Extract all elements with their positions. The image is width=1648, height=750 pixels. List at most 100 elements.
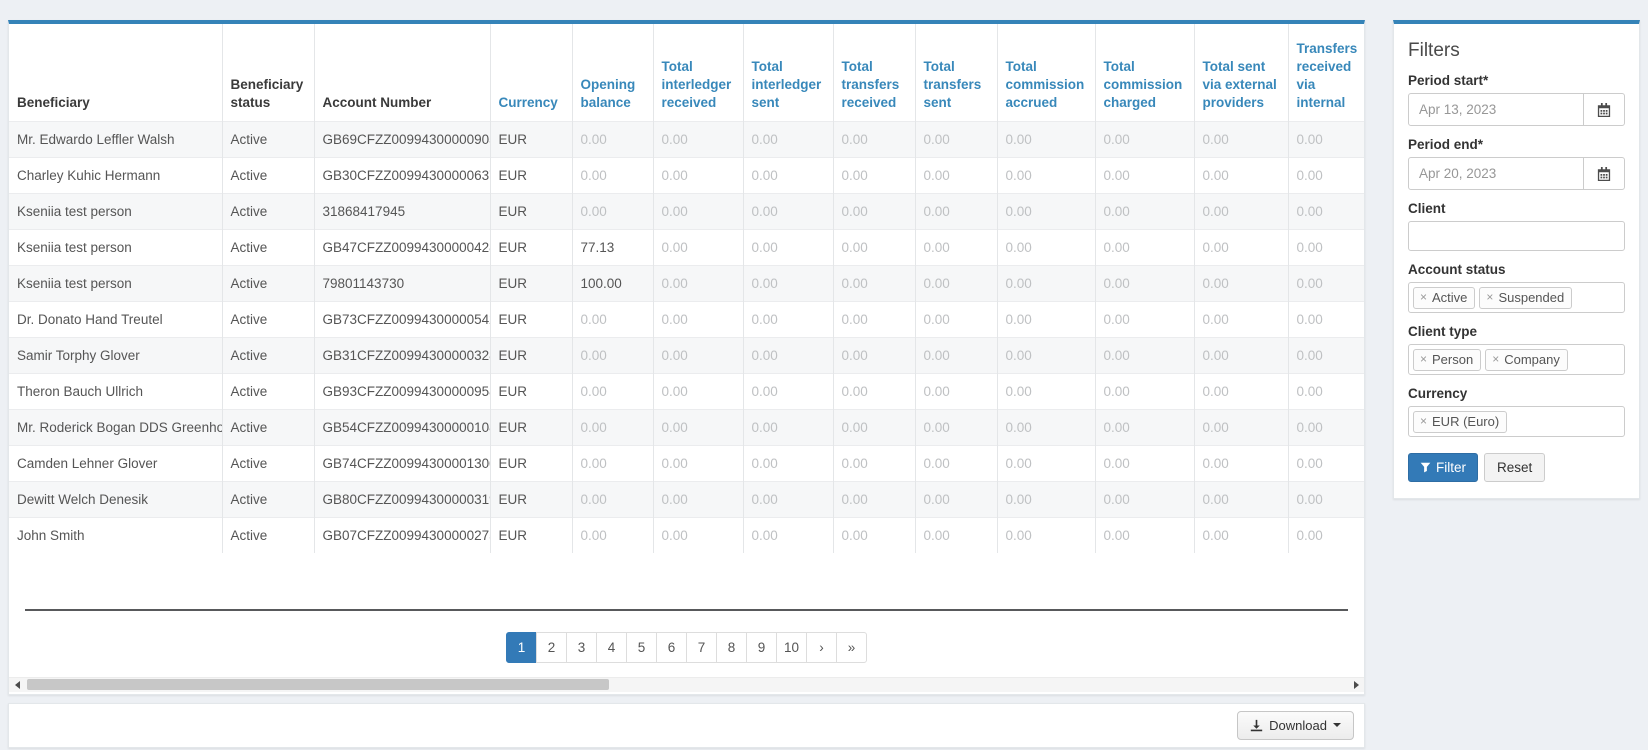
filter-button[interactable]: Filter [1408, 453, 1478, 482]
column-header-transfers-received-via-internal[interactable]: Transfers received via internal [1296, 40, 1358, 111]
column-header-total-interledger-received[interactable]: Total interledger received [653, 24, 744, 121]
pagination-page-›[interactable]: › [806, 631, 837, 663]
pagination-page-9[interactable]: 9 [746, 631, 777, 663]
column-header-currency[interactable]: Currency [490, 24, 573, 121]
amount-cell: 0.00 [1288, 192, 1364, 229]
period-end-input[interactable] [1408, 157, 1584, 190]
table-row: Samir Torphy Glover Active GB31CFZZ0099430… [9, 336, 1364, 373]
tag-remove-icon[interactable]: × [1420, 290, 1428, 304]
column-header-beneficiary: Beneficiary [9, 24, 223, 121]
amount-cell: 0.00 [997, 300, 1096, 337]
account-number-cell: GB31CFZZ00994300000328 [314, 336, 491, 373]
table-row: Theron Bauch Ullrich Active GB93CFZZ009943… [9, 372, 1364, 409]
scroll-right-arrow[interactable] [1348, 677, 1364, 692]
client-type-multiselect[interactable]: × Person × Company [1408, 344, 1625, 375]
amount-cell: 0.00 [743, 228, 834, 265]
beneficiaries-report-card: Beneficiary Beneficiary status Account Num… [8, 20, 1365, 695]
amount-cell: 0.00 [997, 228, 1096, 265]
currency-cell: EUR [490, 372, 573, 409]
amount-cell: 0.00 [743, 336, 834, 373]
column-header-total-transfers-received[interactable]: Total transfers received [833, 24, 916, 121]
account-number-cell: GB80CFZZ00994300000319 [314, 480, 491, 517]
amount-cell: 0.00 [743, 408, 834, 445]
pagination-page-3[interactable]: 3 [566, 631, 597, 663]
amount-cell: 0.00 [653, 372, 744, 409]
amount-cell: 0.00 [1288, 444, 1364, 481]
pagination-page-2[interactable]: 2 [536, 631, 567, 663]
period-end-calendar-button[interactable] [1583, 157, 1625, 190]
pagination-page-10[interactable]: 10 [776, 631, 807, 663]
amount-cell: 0.00 [997, 336, 1096, 373]
table-header-row: Beneficiary Beneficiary status Account Num… [9, 24, 1364, 121]
amount-cell: 0.00 [653, 120, 744, 157]
reset-button[interactable]: Reset [1484, 453, 1546, 482]
tag-label: Company [1504, 351, 1560, 367]
column-header-total-transfers-sent[interactable]: Total transfers sent [915, 24, 998, 121]
currency-multiselect[interactable]: × EUR (Euro) [1408, 406, 1625, 437]
pagination-page-7[interactable]: 7 [686, 631, 717, 663]
amount-cell: 0.00 [1095, 120, 1195, 157]
pagination-page-6[interactable]: 6 [656, 631, 687, 663]
tag-remove-icon[interactable]: × [1420, 414, 1428, 428]
beneficiary-status-cell: Active [222, 156, 315, 193]
client-input[interactable] [1408, 221, 1625, 251]
account-status-multiselect[interactable]: × Active × Suspended [1408, 282, 1625, 313]
pagination: 1 2 3 4 5 6 7 8 9 10 ›» [9, 631, 1364, 663]
scrollbar-track[interactable] [25, 677, 1348, 692]
account-status-label: Account status [1408, 262, 1506, 277]
currency-cell: EUR [490, 336, 573, 373]
period-start-group [1408, 93, 1625, 126]
table-row: Kseniia test person Active GB47CFZZ0099430… [9, 228, 1364, 265]
amount-cell: 0.00 [743, 156, 834, 193]
selected-tag-suspended: × Suspended [1479, 286, 1573, 309]
pagination-page-5[interactable]: 5 [626, 631, 657, 663]
amount-cell: 0.00 [1194, 480, 1289, 517]
horizontal-scrollbar[interactable] [9, 676, 1364, 692]
pagination-page-4[interactable]: 4 [596, 631, 627, 663]
period-start-input[interactable] [1408, 93, 1584, 126]
currency-cell: EUR [490, 300, 573, 337]
currency-cell: EUR [490, 264, 573, 301]
amount-cell: 0.00 [915, 264, 998, 301]
column-header-total-commission-charged[interactable]: Total commission charged [1095, 24, 1195, 121]
download-button[interactable]: Download [1237, 710, 1354, 740]
report-column: Beneficiary Beneficiary status Account Num… [8, 20, 1365, 748]
amount-cell: 0.00 [572, 192, 654, 229]
tag-label: Active [1432, 289, 1468, 305]
column-header-total-interledger-sent[interactable]: Total interledger sent [743, 24, 834, 121]
scroll-right-icon [1353, 680, 1359, 689]
amount-cell: 0.00 [653, 300, 744, 337]
beneficiary-cell: Mr. Edwardo Leffler Walsh [9, 120, 223, 157]
report-footer: Download [8, 702, 1365, 748]
amount-cell: 0.00 [572, 480, 654, 517]
amount-cell: 0.00 [1095, 372, 1195, 409]
column-header-total-commission-accrued[interactable]: Total commission accrued [997, 24, 1096, 121]
amount-cell: 0.00 [1288, 300, 1364, 337]
scrollbar-thumb[interactable] [27, 679, 610, 690]
tag-label: Suspended [1498, 289, 1565, 305]
amount-cell: 0.00 [743, 480, 834, 517]
amount-cell: 0.00 [1288, 228, 1364, 265]
selected-tag-person: × Person [1413, 348, 1482, 371]
beneficiary-cell: Dr. Donato Hand Treutel [9, 300, 223, 337]
amount-cell: 0.00 [997, 480, 1096, 517]
pagination-page-1[interactable]: 1 [506, 631, 537, 663]
pagination-page-8[interactable]: 8 [716, 631, 747, 663]
table-row: John Smith Active GB07CFZZ00994300000275 EU… [9, 516, 1364, 553]
amount-cell: 0.00 [833, 300, 916, 337]
amount-cell: 0.00 [915, 372, 998, 409]
column-header-total-sent-via-external-providers[interactable]: Total sent via external providers [1194, 24, 1289, 121]
funnel-icon [1420, 462, 1431, 473]
tag-remove-icon[interactable]: × [1420, 352, 1428, 366]
beneficiaries-table: Beneficiary Beneficiary status Account Num… [9, 24, 1364, 553]
pagination-page-»[interactable]: » [836, 631, 867, 663]
tag-remove-icon[interactable]: × [1486, 290, 1494, 304]
tag-remove-icon[interactable]: × [1492, 352, 1500, 366]
amount-cell: 0.00 [1095, 480, 1195, 517]
scroll-left-arrow[interactable] [9, 677, 25, 692]
beneficiary-status-cell: Active [222, 408, 315, 445]
column-header-opening-balance[interactable]: Opening balance [572, 24, 654, 121]
calendar-icon [1597, 102, 1611, 117]
period-start-calendar-button[interactable] [1583, 93, 1625, 126]
amount-cell: 0.00 [1194, 156, 1289, 193]
